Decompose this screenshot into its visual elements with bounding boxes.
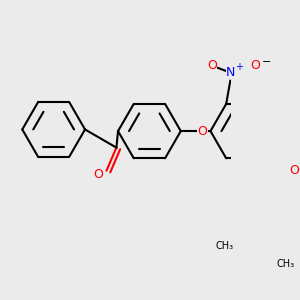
- Text: O: O: [93, 167, 103, 181]
- Text: O: O: [197, 124, 207, 138]
- Text: CH₃: CH₃: [277, 259, 295, 269]
- Text: −: −: [262, 57, 271, 67]
- Text: O: O: [207, 59, 217, 73]
- Text: O: O: [250, 59, 260, 73]
- Text: CH₃: CH₃: [215, 241, 234, 251]
- Text: N: N: [226, 66, 235, 79]
- Text: +: +: [235, 62, 243, 72]
- Text: O: O: [290, 164, 300, 177]
